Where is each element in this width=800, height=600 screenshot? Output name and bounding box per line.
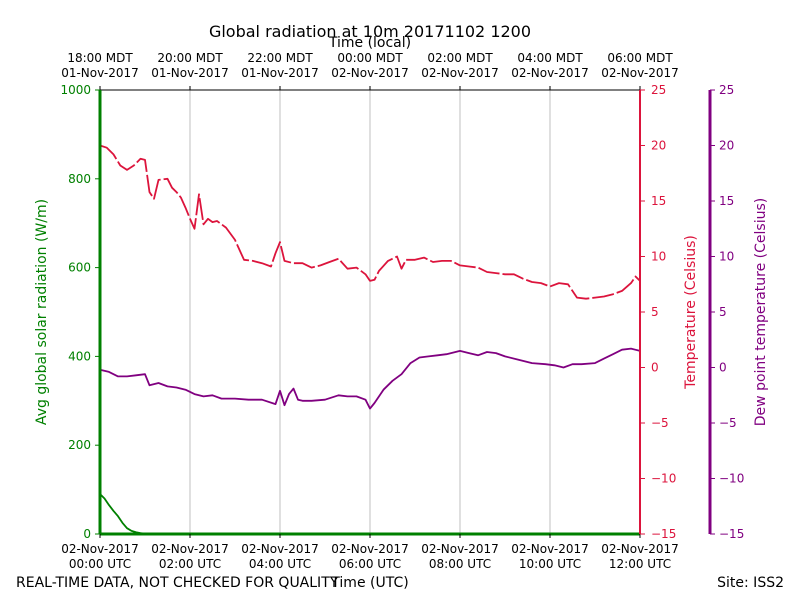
bottom-tick-time: 10:00 UTC [519, 557, 581, 571]
dewpoint-tick-label: 25 [719, 83, 734, 97]
bottom-tick-time: 06:00 UTC [339, 557, 401, 571]
temperature-tick-label: 15 [651, 194, 666, 208]
temperature-tick-label: −10 [651, 472, 676, 486]
top-tick-date: 02-Nov-2017 [421, 66, 499, 80]
top-tick-time: 20:00 MDT [157, 51, 223, 65]
dewpoint-tick-label: −10 [719, 472, 744, 486]
top-tick-time: 06:00 MDT [607, 51, 673, 65]
bottom-tick-date: 02-Nov-2017 [421, 542, 499, 556]
top-tick-time: 22:00 MDT [247, 51, 313, 65]
bottom-tick-date: 02-Nov-2017 [511, 542, 589, 556]
dewpoint-tick-label: −5 [719, 416, 737, 430]
dewpoint-axis-label: Dew point temperature (Celsius) [753, 198, 769, 426]
site-label: Site: ISS2 [717, 575, 784, 591]
top-tick-time: 18:00 MDT [67, 51, 133, 65]
radiation-tick-label: 800 [68, 172, 91, 186]
temperature-axis-label: Temperature (Celsius) [683, 235, 699, 390]
bottom-tick-time: 12:00 UTC [609, 557, 671, 571]
top-tick-date: 01-Nov-2017 [151, 66, 229, 80]
radiation-tick-label: 600 [68, 261, 91, 275]
top-tick-date: 02-Nov-2017 [331, 66, 409, 80]
bottom-tick-date: 02-Nov-2017 [61, 542, 139, 556]
top-tick-date: 02-Nov-2017 [601, 66, 679, 80]
temperature-tick-label: 5 [651, 305, 659, 319]
bottom-tick-time: 04:00 UTC [249, 557, 311, 571]
radiation-axis-label: Avg global solar radiation (W/m) [34, 199, 50, 425]
top-axis-title: Time (local) [328, 35, 411, 51]
quality-disclaimer: REAL-TIME DATA, NOT CHECKED FOR QUALITY [16, 575, 339, 591]
radiation-tick-label: 1000 [60, 83, 91, 97]
bottom-axis-title: Time (UTC) [330, 575, 408, 591]
bottom-tick-date: 02-Nov-2017 [601, 542, 679, 556]
dewpoint-tick-label: 20 [719, 139, 734, 153]
bottom-tick-date: 02-Nov-2017 [151, 542, 229, 556]
top-tick-time: 04:00 MDT [517, 51, 583, 65]
top-tick-time: 02:00 MDT [427, 51, 493, 65]
radiation-tick-label: 400 [68, 349, 91, 363]
dewpoint-tick-label: 10 [719, 250, 734, 264]
temperature-tick-label: 25 [651, 83, 666, 97]
dewpoint-tick-label: 5 [719, 305, 727, 319]
dewpoint-tick-label: 15 [719, 194, 734, 208]
temperature-tick-label: 0 [651, 361, 659, 375]
bottom-tick-time: 02:00 UTC [159, 557, 221, 571]
dewpoint-tick-label: 0 [719, 361, 727, 375]
dewpoint-tick-label: −15 [719, 527, 744, 541]
radiation-tick-label: 0 [83, 527, 91, 541]
dewpoint-series-line [99, 347, 641, 410]
temperature-tick-label: −15 [651, 527, 676, 541]
top-tick-date: 01-Nov-2017 [61, 66, 139, 80]
top-tick-time: 00:00 MDT [337, 51, 403, 65]
radiation-tick-label: 200 [68, 438, 91, 452]
chart-title: Global radiation at 10m 20171102 1200 [209, 22, 531, 41]
bottom-tick-date: 02-Nov-2017 [241, 542, 319, 556]
bottom-tick-time: 00:00 UTC [69, 557, 131, 571]
bottom-tick-time: 08:00 UTC [429, 557, 491, 571]
vertical-gridlines [189, 90, 551, 534]
bottom-tick-date: 02-Nov-2017 [331, 542, 409, 556]
temperature-tick-label: −5 [651, 416, 669, 430]
top-tick-date: 01-Nov-2017 [241, 66, 319, 80]
temperature-tick-label: 20 [651, 139, 666, 153]
temperature-series-line [99, 144, 641, 300]
top-tick-date: 02-Nov-2017 [511, 66, 589, 80]
temperature-tick-label: 10 [651, 250, 666, 264]
